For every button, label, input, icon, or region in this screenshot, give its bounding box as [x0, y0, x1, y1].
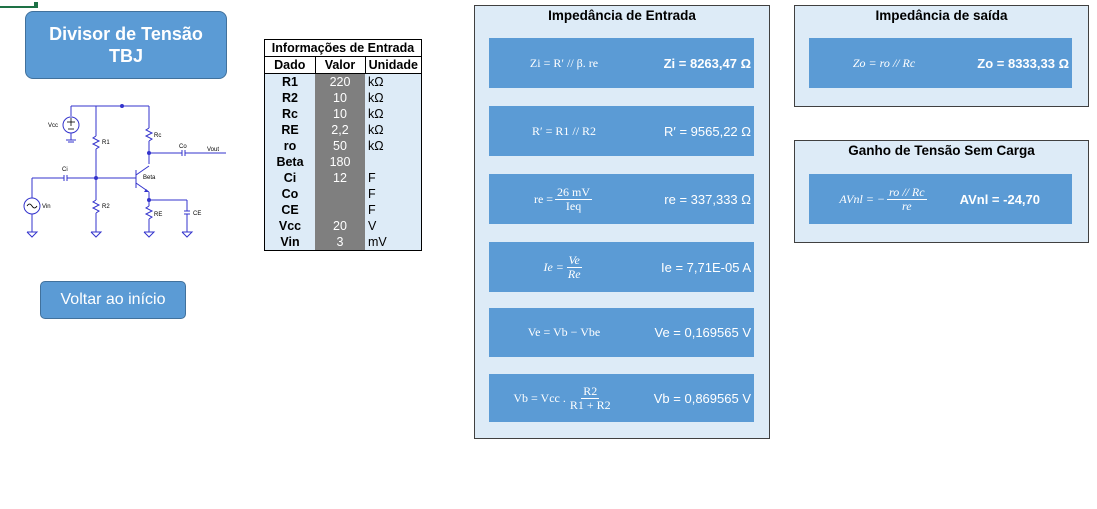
input-dado-cell: Vin — [264, 234, 315, 251]
rprime-card: R′ = R1 // R2 R′ = 9565,22 Ω — [489, 106, 754, 156]
input-valor-cell[interactable] — [315, 202, 365, 218]
voltage-gain-title: Ganho de Tensão Sem Carga — [848, 143, 1035, 158]
avnl-formula: AVnl = − ro // Rc re — [839, 184, 927, 213]
rprime-formula: R′ = R1 // R2 — [531, 123, 597, 138]
zo-formula: Zo = ro // Rc — [852, 55, 916, 70]
input-row-r2: R2 10 kΩ — [264, 90, 422, 106]
header-valor: Valor — [314, 56, 366, 74]
title-line1: Divisor de Tensão — [49, 24, 203, 44]
input-valor-cell[interactable]: 220 — [315, 73, 365, 90]
zi-formula: Zi = R′ // β. re — [529, 55, 599, 70]
output-impedance-title: Impedância de saída — [875, 8, 1008, 23]
voltage-gain-panel: Ganho de Tensão Sem Carga AVnl = − ro //… — [794, 140, 1089, 243]
input-unidade-cell: F — [365, 170, 422, 186]
input-unidade-cell: F — [365, 186, 422, 202]
label-ci: Ci — [62, 167, 68, 173]
input-unidade-cell: kΩ — [365, 122, 422, 138]
cell-selection-marker — [0, 0, 38, 8]
input-row-vin: Vin 3 mV — [264, 234, 422, 251]
input-valor-cell[interactable]: 12 — [315, 170, 365, 186]
input-impedance-title: Impedância de Entrada — [548, 8, 696, 23]
label-ce: CE — [193, 211, 201, 217]
zo-result: Zo = 8333,33 Ω — [977, 55, 1069, 71]
input-unidade-cell: kΩ — [365, 90, 422, 106]
input-unidade-cell: kΩ — [365, 106, 422, 122]
input-row-re: RE 2,2 kΩ — [264, 122, 422, 138]
input-valor-cell[interactable]: 180 — [315, 154, 365, 170]
input-row-ro: ro 50 kΩ — [264, 138, 422, 154]
vb-card: Vb = Vcc . R2 R1 + R2 Vb = 0,869565 V — [489, 374, 754, 422]
input-row-beta: Beta 180 — [264, 154, 422, 170]
input-dado-cell: Vcc — [264, 218, 315, 234]
label-vin: Vin — [42, 204, 51, 210]
zo-card: Zo = ro // Rc Zo = 8333,33 Ω — [809, 38, 1072, 88]
input-valor-cell[interactable]: 2,2 — [315, 122, 365, 138]
input-unidade-cell: F — [365, 202, 422, 218]
ie-formula: Ie = Ve Re — [543, 252, 582, 281]
ve-card: Ve = Vb − Vbe Ve = 0,169565 V — [489, 308, 754, 357]
input-valor-cell[interactable] — [315, 186, 365, 202]
input-dado-cell: ro — [264, 138, 315, 154]
input-row-co: Co F — [264, 186, 422, 202]
input-row-ce: CE F — [264, 202, 422, 218]
ve-result: Ve = 0,169565 V — [654, 325, 751, 340]
input-dado-cell: CE — [264, 202, 315, 218]
input-dado-cell: Co — [264, 186, 315, 202]
input-dado-cell: Rc — [264, 106, 315, 122]
input-dado-cell: RE — [264, 122, 315, 138]
ie-card: Ie = Ve Re Ie = 7,71E-05 A — [489, 242, 754, 292]
label-r2: R2 — [102, 204, 110, 210]
input-dado-cell: Ci — [264, 170, 315, 186]
re-formula: re = 26 mV Ieq — [533, 184, 593, 213]
output-impedance-panel: Impedância de saída Zo = ro // Rc Zo = 8… — [794, 5, 1089, 107]
zi-result: Zi = 8263,47 Ω — [663, 55, 751, 71]
vb-result: Vb = 0,869565 V — [653, 390, 751, 406]
input-table-title: Informações de Entrada — [264, 39, 422, 57]
input-valor-cell[interactable]: 10 — [315, 106, 365, 122]
zi-card: Zi = R′ // β. re Zi = 8263,47 Ω — [489, 38, 754, 88]
input-row-vcc: Vcc 20 V — [264, 218, 422, 234]
header-unidade: Unidade — [364, 56, 422, 74]
circuit-diagram: Vcc R1 Rc Co Vout Ci Beta Vin R2 RE CE — [23, 104, 226, 238]
back-to-start-button[interactable]: Voltar ao início — [40, 281, 186, 319]
input-dado-cell: Beta — [264, 154, 315, 170]
label-co: Co — [179, 144, 187, 150]
input-row-r1: R1 220 kΩ — [264, 73, 422, 90]
ve-formula: Ve = Vb − Vbe — [527, 325, 601, 339]
label-rc: Rc — [154, 133, 161, 139]
input-table: Informações de Entrada Dado Valor Unidad… — [264, 39, 422, 251]
input-row-ci: Ci 12 F — [264, 170, 422, 186]
re-result: re = 337,333 Ω — [664, 191, 751, 207]
label-vcc: Vcc — [48, 123, 58, 129]
label-beta: Beta — [143, 175, 156, 181]
avnl-result: AVnl = -24,70 — [959, 191, 1040, 207]
input-unidade-cell: kΩ — [365, 73, 422, 90]
label-r1: R1 — [102, 140, 110, 146]
input-valor-cell[interactable]: 50 — [315, 138, 365, 154]
rprime-result: R′ = 9565,22 Ω — [664, 123, 751, 139]
input-unidade-cell: mV — [365, 234, 422, 251]
input-row-rc: Rc 10 kΩ — [264, 106, 422, 122]
label-re: RE — [154, 212, 162, 218]
input-valor-cell[interactable]: 20 — [315, 218, 365, 234]
input-unidade-cell: V — [365, 218, 422, 234]
title-line2: TBJ — [108, 46, 143, 66]
ie-result: Ie = 7,71E-05 A — [661, 259, 751, 275]
header-dado: Dado — [264, 56, 316, 74]
input-valor-cell[interactable]: 10 — [315, 90, 365, 106]
re-card: re = 26 mV Ieq re = 337,333 Ω — [489, 174, 754, 224]
input-valor-cell[interactable]: 3 — [315, 234, 365, 251]
title-banner: Divisor de Tensão TBJ — [25, 11, 227, 79]
input-unidade-cell — [365, 154, 422, 170]
vb-formula: Vb = Vcc . R2 R1 + R2 — [513, 383, 611, 412]
input-dado-cell: R1 — [264, 73, 315, 90]
avnl-card: AVnl = − ro // Rc re AVnl = -24,70 — [809, 174, 1072, 224]
input-dado-cell: R2 — [264, 90, 315, 106]
input-unidade-cell: kΩ — [365, 138, 422, 154]
input-impedance-panel: Impedância de Entrada Zi = R′ // β. re Z… — [474, 5, 770, 439]
label-vout: Vout — [207, 147, 219, 153]
